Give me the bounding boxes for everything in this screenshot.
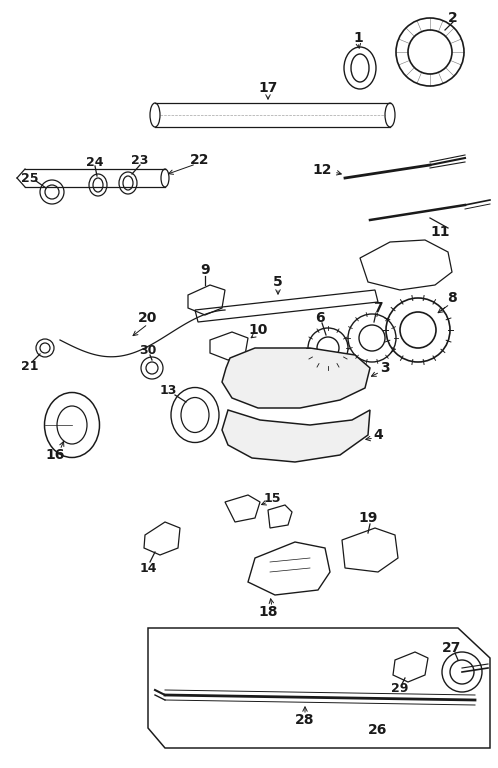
Text: 14: 14 bbox=[139, 561, 157, 574]
Polygon shape bbox=[222, 348, 370, 408]
Text: 5: 5 bbox=[273, 275, 283, 289]
Text: 10: 10 bbox=[249, 323, 268, 337]
Text: 25: 25 bbox=[21, 171, 39, 184]
Polygon shape bbox=[222, 410, 370, 462]
Polygon shape bbox=[195, 290, 378, 322]
Text: 26: 26 bbox=[369, 723, 387, 737]
Text: 11: 11 bbox=[430, 225, 450, 239]
Text: 24: 24 bbox=[86, 155, 104, 168]
Text: 7: 7 bbox=[373, 301, 383, 315]
Text: 28: 28 bbox=[295, 713, 315, 727]
Text: 3: 3 bbox=[380, 361, 390, 375]
Text: 6: 6 bbox=[315, 311, 325, 325]
Text: 2: 2 bbox=[448, 11, 458, 25]
Text: 4: 4 bbox=[373, 428, 383, 442]
Text: 20: 20 bbox=[138, 311, 158, 325]
Text: 9: 9 bbox=[200, 263, 210, 277]
Text: 27: 27 bbox=[442, 641, 462, 655]
Text: 23: 23 bbox=[131, 154, 149, 167]
Text: 17: 17 bbox=[258, 81, 278, 95]
Text: 22: 22 bbox=[190, 153, 210, 167]
Text: 29: 29 bbox=[391, 681, 409, 694]
Text: 8: 8 bbox=[447, 291, 457, 305]
Polygon shape bbox=[148, 628, 490, 748]
Text: 15: 15 bbox=[263, 492, 281, 505]
Text: 21: 21 bbox=[21, 359, 39, 372]
Text: 12: 12 bbox=[312, 163, 332, 177]
Text: 30: 30 bbox=[139, 343, 157, 356]
Text: 13: 13 bbox=[159, 383, 177, 396]
Text: 16: 16 bbox=[45, 448, 65, 462]
Text: 18: 18 bbox=[258, 605, 278, 619]
Text: 1: 1 bbox=[353, 31, 363, 45]
Text: 19: 19 bbox=[359, 511, 377, 525]
